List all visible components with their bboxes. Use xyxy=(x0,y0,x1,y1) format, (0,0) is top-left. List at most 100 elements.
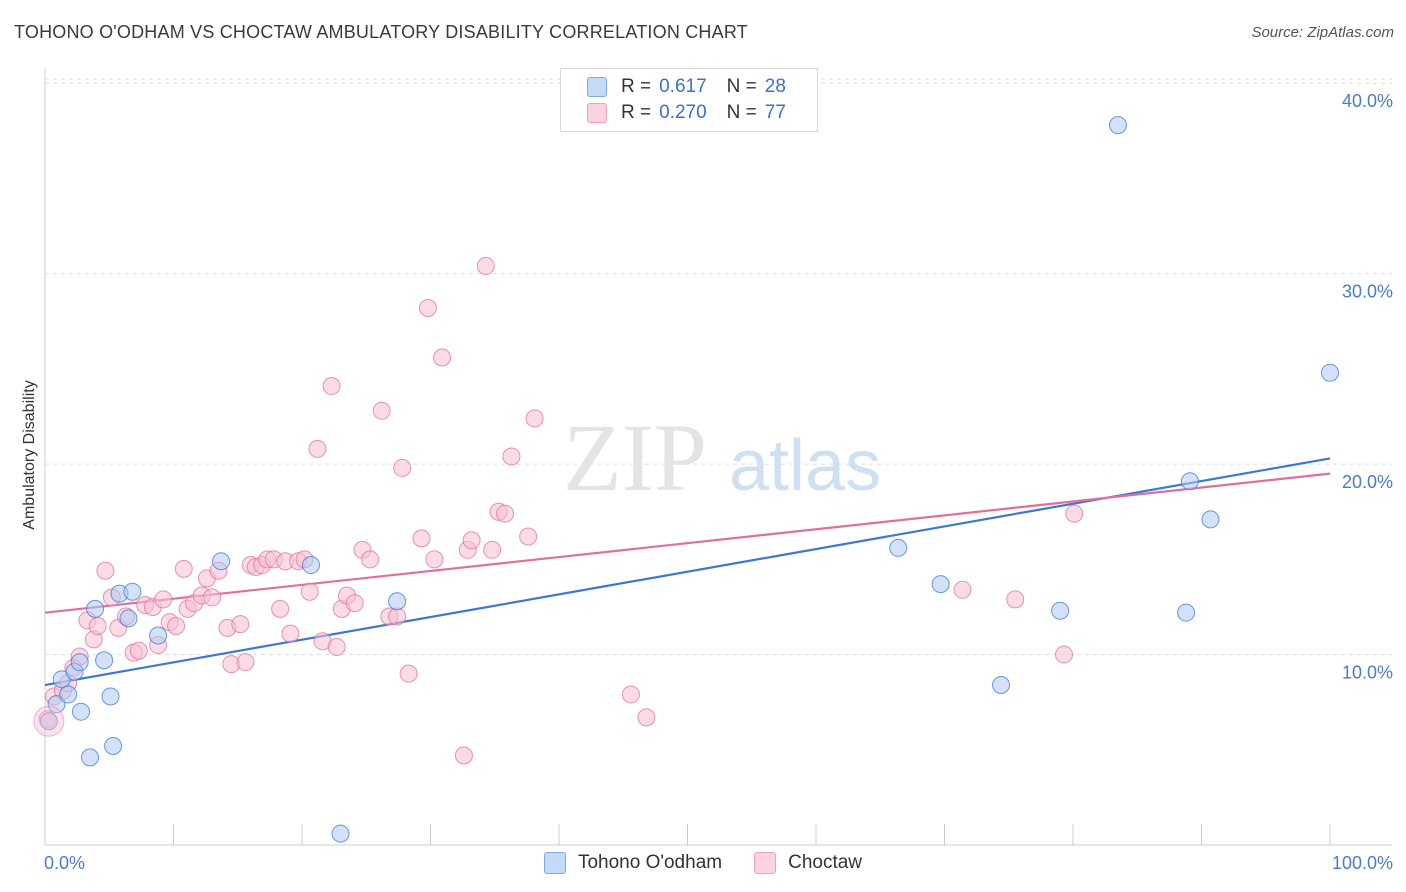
point-choctaw xyxy=(1006,590,1025,609)
legend-swatch-tohono xyxy=(543,852,566,874)
point-tohono xyxy=(47,695,66,714)
point-tohono xyxy=(1051,601,1070,620)
x-tick-label: 0.0% xyxy=(44,853,85,873)
point-tohono xyxy=(86,599,105,618)
legend-label-choctaw: Choctaw xyxy=(788,852,863,873)
point-choctaw xyxy=(322,377,341,396)
point-tohono xyxy=(931,575,950,594)
legend-r-value: 0.617 xyxy=(659,76,707,97)
point-choctaw xyxy=(483,540,502,559)
legend-item-tohono: Tohono O'odham xyxy=(543,852,723,874)
point-tohono xyxy=(992,676,1011,695)
point-choctaw xyxy=(281,624,300,643)
point-tohono xyxy=(1177,603,1196,622)
watermark-zip: ZIP xyxy=(563,404,707,511)
series-legend: Tohono O'odham Choctaw xyxy=(0,852,1406,874)
point-tohono xyxy=(71,702,90,721)
trend-lines xyxy=(44,457,1331,687)
point-tohono xyxy=(301,556,320,575)
point-choctaw xyxy=(1065,504,1084,523)
point-choctaw xyxy=(167,616,186,635)
legend-swatch-choctaw xyxy=(754,852,777,874)
point-choctaw xyxy=(462,531,481,550)
point-choctaw xyxy=(1055,645,1074,664)
point-choctaw xyxy=(502,447,521,466)
point-choctaw xyxy=(953,580,972,599)
legend-swatch-choctaw xyxy=(587,103,607,123)
y-tick-label: 20.0% xyxy=(1342,472,1393,492)
axes xyxy=(44,68,1392,846)
axis-labels: Ambulatory Disability 10.0% 20.0% 30.0% 40.… xyxy=(21,91,1393,873)
point-choctaw xyxy=(231,615,250,634)
point-choctaw xyxy=(637,708,656,727)
point-choctaw xyxy=(393,458,412,477)
point-choctaw xyxy=(476,257,495,276)
point-choctaw xyxy=(412,529,431,548)
point-choctaw xyxy=(361,550,380,569)
point-choctaw xyxy=(621,685,640,704)
legend-n-value: 28 xyxy=(764,76,786,97)
point-tohono xyxy=(149,626,168,645)
point-choctaw xyxy=(308,439,327,458)
point-tohono xyxy=(889,538,908,557)
point-choctaw xyxy=(418,298,437,317)
legend-label-tohono: Tohono O'odham xyxy=(577,852,723,873)
watermark-atlas: atlas xyxy=(729,426,881,506)
point-tohono xyxy=(80,748,99,767)
point-choctaw xyxy=(129,641,148,660)
y-tick-label: 10.0% xyxy=(1342,663,1393,683)
legend-swatch-tohono xyxy=(587,77,607,97)
point-choctaw xyxy=(496,504,515,523)
x-tick-label: 100.0% xyxy=(1332,853,1393,873)
y-tick-label: 30.0% xyxy=(1342,282,1393,302)
point-choctaw xyxy=(519,527,538,546)
point-tohono xyxy=(1108,116,1127,135)
point-cluster-origin xyxy=(33,705,65,737)
point-choctaw xyxy=(271,599,290,618)
point-choctaw xyxy=(174,559,193,578)
data-points xyxy=(33,116,1339,843)
legend-r-label: R = xyxy=(621,102,652,123)
point-choctaw xyxy=(96,561,115,580)
point-choctaw xyxy=(525,409,544,428)
y-tick-label: 40.0% xyxy=(1342,91,1393,111)
legend-n-value: 77 xyxy=(764,102,786,123)
legend-item-choctaw: Choctaw xyxy=(754,852,862,874)
point-choctaw xyxy=(399,664,418,683)
legend-r-value: 0.270 xyxy=(659,102,707,123)
point-tohono xyxy=(212,552,231,571)
point-choctaw xyxy=(372,401,391,420)
point-tohono xyxy=(1180,472,1199,491)
point-tohono xyxy=(39,712,58,731)
point-tohono xyxy=(70,653,89,672)
watermark: ZIP atlas xyxy=(563,404,881,511)
point-choctaw xyxy=(327,637,346,656)
stats-legend: R = 0.617 N = 28 R = 0.270 N = 77 xyxy=(560,68,818,132)
legend-n-label: N = xyxy=(726,102,757,123)
point-tohono xyxy=(101,687,120,706)
point-choctaw xyxy=(433,348,452,367)
point-choctaw xyxy=(88,616,107,635)
point-choctaw xyxy=(345,594,364,613)
source-label: Source: ZipAtlas.com xyxy=(1251,24,1394,41)
legend-row-tohono: R = 0.617 N = 28 xyxy=(587,75,786,99)
point-tohono xyxy=(331,824,350,843)
point-tohono xyxy=(119,609,138,628)
point-choctaw xyxy=(454,746,473,765)
point-tohono xyxy=(1201,510,1220,529)
point-choctaw xyxy=(388,607,407,626)
chart-title: TOHONO O'ODHAM VS CHOCTAW AMBULATORY DIS… xyxy=(14,22,748,42)
point-tohono xyxy=(59,685,78,704)
point-choctaw xyxy=(236,653,255,672)
point-tohono xyxy=(104,736,123,755)
point-tohono xyxy=(388,592,407,611)
legend-r-label: R = xyxy=(621,76,652,97)
point-choctaw xyxy=(154,590,173,609)
legend-row-choctaw: R = 0.270 N = 77 xyxy=(587,101,786,125)
point-tohono xyxy=(95,651,114,670)
point-choctaw xyxy=(425,550,444,569)
point-tohono xyxy=(1321,363,1339,382)
y-axis-label: Ambulatory Disability xyxy=(21,380,38,529)
point-choctaw xyxy=(203,588,222,607)
trend-line-choctaw xyxy=(44,472,1331,614)
